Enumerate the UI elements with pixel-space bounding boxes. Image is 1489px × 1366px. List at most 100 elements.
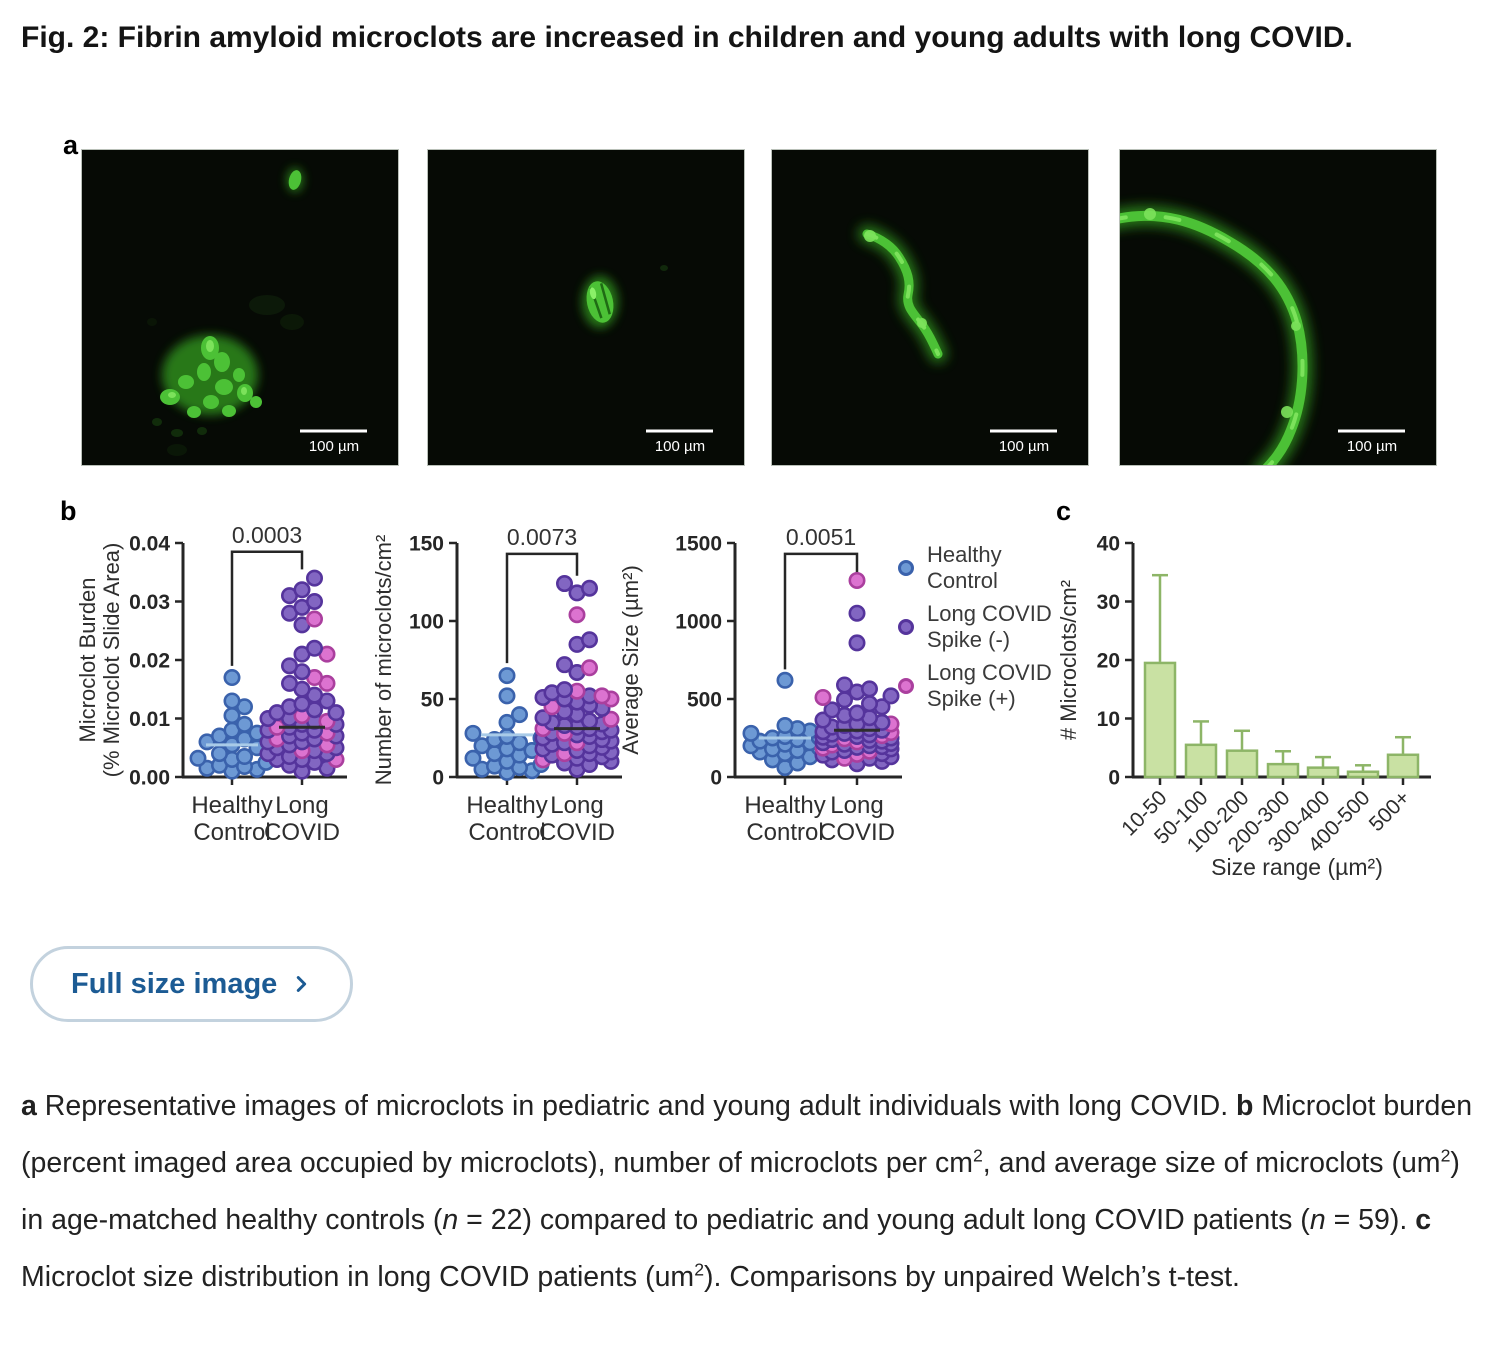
p-value: 0.0051 bbox=[786, 524, 856, 550]
svg-text:150: 150 bbox=[409, 532, 444, 555]
significance-bracket bbox=[505, 552, 579, 664]
svg-text:1000: 1000 bbox=[675, 610, 722, 633]
dim-debris bbox=[147, 295, 304, 456]
category-label: 500+ bbox=[1365, 786, 1415, 836]
svg-text:0: 0 bbox=[432, 766, 444, 789]
svg-text:30: 30 bbox=[1097, 591, 1120, 614]
axes: 0 500 1000 1500 bbox=[675, 532, 902, 789]
svg-text:100: 100 bbox=[409, 610, 444, 633]
category-label: COVID bbox=[264, 819, 340, 846]
p-value: 0.0003 bbox=[232, 522, 302, 548]
axes: 0 50 100 150 bbox=[409, 532, 622, 789]
micrograph-image-2: 100 µm bbox=[427, 149, 745, 466]
svg-text:0.04: 0.04 bbox=[129, 532, 170, 555]
category-label: Healthy bbox=[744, 792, 825, 819]
legend-entry-healthy-control: Healthy Control bbox=[898, 542, 1052, 594]
figure-caption: a Representative images of microclots in… bbox=[21, 1090, 1473, 1293]
category-label: Control bbox=[468, 819, 545, 846]
svg-text:20: 20 bbox=[1097, 649, 1120, 672]
figure-title: Fig. 2: Fibrin amyloid microclots are in… bbox=[21, 21, 1353, 54]
legend-label-long-covid-spike-pos: Long COVID Spike (+) bbox=[927, 660, 1052, 711]
significance-bracket bbox=[230, 550, 304, 666]
svg-text:500: 500 bbox=[687, 688, 722, 711]
category-label: Long bbox=[275, 792, 328, 819]
svg-text:50: 50 bbox=[421, 688, 444, 711]
legend-marker-long-covid-spike-pos bbox=[898, 678, 914, 694]
svg-text:10: 10 bbox=[1097, 708, 1120, 731]
fibril-highlights bbox=[865, 232, 940, 356]
scale-bar: 100 µm bbox=[990, 429, 1057, 455]
svg-text:0.00: 0.00 bbox=[129, 766, 170, 789]
legend-entry-long-covid-spike-neg: Long COVID Spike (-) bbox=[898, 601, 1052, 653]
chart-legend: Healthy Control Long COVID Spike (-) Long … bbox=[898, 542, 1052, 712]
scale-bar: 100 µm bbox=[300, 429, 367, 455]
chevron-right-icon bbox=[297, 976, 307, 992]
strand-knot bbox=[1291, 321, 1301, 331]
panel-b-label: b bbox=[60, 496, 77, 526]
chart-size-distribution: 01020304010-5050-100100-200200-300300-40… bbox=[1056, 532, 1431, 880]
data-points bbox=[742, 571, 900, 777]
full-size-image-label: Full size image bbox=[71, 967, 278, 1000]
y-axis-title: Number of microclots/cm² bbox=[371, 535, 396, 786]
legend-label-long-covid-spike-neg: Long COVID Spike (-) bbox=[927, 601, 1052, 652]
category-label: Control bbox=[746, 819, 823, 846]
scale-label: 100 µm bbox=[999, 438, 1049, 455]
micrograph-scattered-microclots: 100 µm bbox=[82, 150, 398, 465]
micrograph-image-1: 100 µm bbox=[81, 149, 399, 466]
y-axis-title: Average Size (µm²) bbox=[618, 565, 643, 755]
full-size-image-button[interactable]: Full size image bbox=[30, 946, 354, 1022]
category-label: COVID bbox=[819, 819, 895, 846]
dim-debris bbox=[660, 265, 668, 271]
svg-text:0.02: 0.02 bbox=[129, 649, 170, 672]
p-value: 0.0073 bbox=[507, 524, 577, 550]
panel-c-label: c bbox=[1056, 496, 1072, 526]
scale-label: 100 µm bbox=[309, 438, 359, 455]
micrograph-background bbox=[1120, 150, 1436, 465]
svg-text:0: 0 bbox=[1108, 766, 1120, 789]
fibril-knot bbox=[864, 230, 876, 242]
legend-entry-long-covid-spike-pos: Long COVID Spike (+) bbox=[898, 660, 1052, 712]
category-label: Healthy bbox=[466, 792, 547, 819]
strand-knot bbox=[1281, 406, 1293, 418]
svg-text:0.03: 0.03 bbox=[129, 591, 170, 614]
svg-text:1500: 1500 bbox=[675, 532, 722, 555]
y-axis-title: (% Microclot Slide Area) bbox=[99, 543, 124, 778]
single-microclot bbox=[586, 281, 614, 323]
category-label: Healthy bbox=[191, 792, 272, 819]
micrograph-fibril-strand: 100 µm bbox=[772, 150, 1088, 465]
micrograph-background bbox=[82, 150, 398, 465]
category-label: Control bbox=[193, 819, 270, 846]
category-label: Long bbox=[550, 792, 603, 819]
strand-highlights bbox=[1120, 213, 1305, 465]
significance-bracket bbox=[783, 552, 859, 670]
svg-text:0.01: 0.01 bbox=[129, 708, 170, 731]
scale-label: 100 µm bbox=[1347, 438, 1397, 455]
scale-bar: 100 µm bbox=[1338, 429, 1405, 455]
micrograph-long-strand: 100 µm bbox=[1120, 150, 1436, 465]
data-points bbox=[464, 575, 620, 781]
fibril-knot bbox=[917, 318, 927, 328]
y-axis-title: Microclot Burden bbox=[75, 577, 100, 742]
chart-microclot-burden: 0.00 0.01 0.02 0.03 0.04 HealthyControlLongCO… bbox=[75, 522, 347, 846]
category-label: COVID bbox=[539, 819, 615, 846]
legend-marker-long-covid-spike-neg bbox=[898, 619, 914, 635]
panel-a-label: a bbox=[63, 130, 79, 160]
x-axis-title: Size range (µm²) bbox=[1211, 854, 1383, 880]
svg-text:40: 40 bbox=[1097, 532, 1120, 555]
y-axis-title: # Microclots/cm² bbox=[1056, 580, 1081, 740]
strand-knot bbox=[1144, 208, 1156, 220]
microclot-highlights bbox=[168, 340, 247, 398]
svg-text:0: 0 bbox=[710, 766, 722, 789]
legend-marker-healthy-control bbox=[898, 560, 914, 576]
data-points bbox=[189, 569, 345, 780]
category-label: Long bbox=[830, 792, 883, 819]
micrograph-single-microclot: 100 µm bbox=[428, 150, 744, 465]
scale-bar: 100 µm bbox=[646, 429, 713, 455]
scale-label: 100 µm bbox=[655, 438, 705, 455]
bars bbox=[1143, 573, 1420, 779]
micrograph-image-3: 100 µm bbox=[771, 149, 1089, 466]
micrograph-image-4: 100 µm bbox=[1119, 149, 1437, 466]
